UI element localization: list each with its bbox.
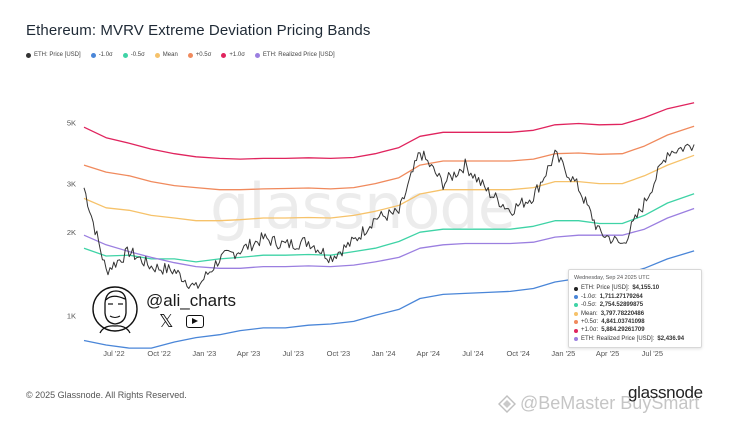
legend-item[interactable]: ETH: Realized Price [USD]: [254, 52, 335, 58]
tooltip-swatch: [574, 337, 578, 342]
x-tick-label: Jul '23: [283, 349, 304, 358]
legend-label: Mean: [162, 52, 178, 58]
x-tick-label: Jul '25: [642, 349, 663, 358]
tooltip-swatch: [574, 286, 578, 291]
copyright-text: © 2025 Glassnode. All Rights Reserved.: [26, 390, 187, 400]
y-tick-label: 5K: [67, 118, 76, 127]
tooltip-value: $2,436.94: [657, 335, 685, 342]
legend-label: ETH: Price [USD]: [34, 52, 81, 58]
series-line: [83, 154, 695, 222]
legend-swatch: [90, 52, 96, 58]
x-tick-label: Jan '24: [372, 349, 396, 358]
brand-logo: glassnode: [628, 383, 703, 402]
tooltip-label: -0.5σ:: [581, 302, 597, 309]
tooltip-value: 4,841.03741098: [601, 319, 645, 326]
legend-item[interactable]: -1.0σ: [90, 52, 113, 58]
tooltip-swatch: [574, 328, 578, 333]
legend-label: +0.5σ: [195, 52, 212, 58]
tooltip-value: 1,711.27179264: [599, 293, 643, 300]
series-line: [83, 125, 695, 191]
legend-label: ETH: Realized Price [USD]: [262, 52, 335, 58]
x-tick-label: Jul '22: [103, 349, 124, 358]
chart-legend: ETH: Price [USD] -1.0σ -0.5σ Mean +0.5σ +1.0σ…: [26, 52, 335, 58]
tooltip-swatch: [574, 303, 578, 308]
tooltip-value: 5,884.29261709: [601, 327, 645, 334]
legend-swatch: [26, 52, 31, 58]
tooltip-label: Mean:: [581, 310, 598, 317]
y-tick-label: 3K: [67, 180, 76, 189]
tooltip-row: -1.0σ: 1,711.27179264: [574, 293, 696, 301]
tooltip-label: +1.0σ:: [581, 327, 599, 334]
social-icons: 𝕏: [159, 311, 204, 332]
tooltip-row: ETH: Price [USD]: $4,155.10: [574, 284, 696, 292]
tooltip-swatch: [574, 311, 578, 316]
avatar-icon: [92, 286, 138, 334]
tooltip-row: -0.5σ: 2,754.52899875: [574, 301, 696, 309]
watermark-label: @BeMaster BuySmart: [520, 393, 700, 413]
tooltip-value: $4,155.10: [632, 285, 660, 292]
tooltip-label: ETH: Realized Price [USD]:: [581, 335, 655, 342]
x-tick-label: Apr '23: [237, 349, 261, 358]
legend-label: +1.0σ: [229, 52, 245, 58]
diamond-logo-icon: [498, 394, 516, 413]
legend-item[interactable]: +0.5σ: [187, 52, 212, 58]
author-handle-block: @ali_charts: [92, 283, 236, 335]
tooltip-rows: ETH: Price [USD]: $4,155.10 -1.0σ: 1,711.…: [574, 284, 696, 343]
legend-item[interactable]: ETH: Price [USD]: [26, 52, 81, 58]
x-tick-label: Oct '24: [506, 349, 530, 358]
series-line: [83, 102, 695, 160]
tooltip-value: 2,754.52899875: [599, 302, 644, 309]
tooltip-row: +0.5σ: 4,841.03741098: [574, 318, 696, 326]
legend-swatch: [187, 52, 193, 58]
x-tick-label: Oct '22: [147, 349, 171, 358]
legend-label: -1.0σ: [98, 52, 113, 58]
legend-swatch: [221, 52, 227, 58]
tooltip-row: +1.0σ: 5,884.29261709: [574, 326, 696, 334]
x-tick-label: Jan '23: [192, 349, 216, 358]
youtube-icon[interactable]: [185, 315, 204, 328]
x-tick-label: Oct '23: [327, 349, 351, 358]
x-logo-icon[interactable]: 𝕏: [159, 311, 174, 332]
page-title: Ethereum: MVRV Extreme Deviation Pricing…: [26, 22, 371, 39]
chart-tooltip: Wednesday, Sep 24 2025 UTC ETH: Price [U…: [568, 269, 702, 349]
series-line: [83, 207, 695, 269]
legend-item[interactable]: +1.0σ: [221, 52, 245, 58]
series-line: [83, 193, 695, 263]
x-tick-label: Jan '25: [551, 349, 575, 358]
tooltip-label: -1.0σ:: [581, 293, 597, 300]
x-tick-label: Jul '24: [462, 349, 483, 358]
legend-swatch: [254, 52, 260, 58]
overlay-watermark: @BeMaster BuySmart: [498, 393, 699, 414]
legend-label: -0.5σ: [130, 52, 145, 58]
legend-item[interactable]: Mean: [154, 52, 178, 58]
y-tick-label: 1K: [67, 311, 76, 320]
tooltip-value: 3,797.78220486: [600, 310, 645, 317]
tooltip-date: Wednesday, Sep 24 2025 UTC: [574, 275, 650, 281]
tooltip-label: ETH: Price [USD]:: [581, 285, 630, 292]
author-handle: @ali_charts: [146, 291, 237, 310]
tooltip-row: ETH: Realized Price [USD]: $2,436.94: [574, 335, 696, 343]
tooltip-row: Mean: 3,797.78220486: [574, 310, 696, 318]
legend-swatch: [122, 52, 128, 58]
tooltip-swatch: [574, 295, 578, 300]
x-tick-label: Apr '24: [417, 349, 441, 358]
legend-swatch: [154, 52, 160, 58]
background-watermark: glassnode: [210, 170, 516, 243]
series-line: [83, 143, 695, 289]
y-tick-label: 2K: [67, 228, 76, 237]
tooltip-label: +0.5σ:: [581, 319, 599, 326]
tooltip-swatch: [574, 320, 578, 325]
legend-item[interactable]: -0.5σ: [122, 52, 145, 58]
x-tick-label: Apr '25: [596, 349, 620, 358]
